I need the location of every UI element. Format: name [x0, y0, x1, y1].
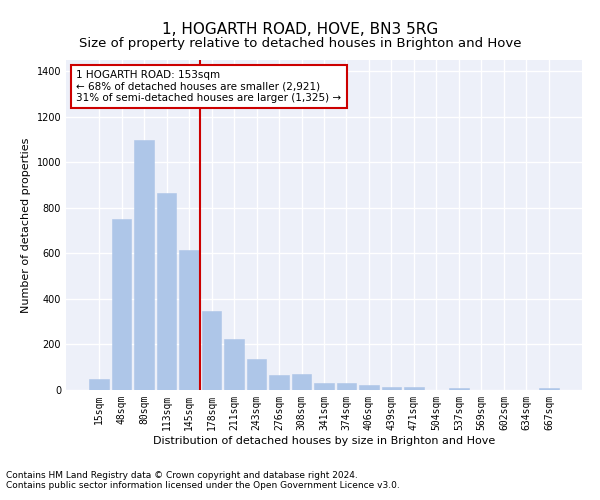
Bar — [157, 193, 176, 390]
Text: Size of property relative to detached houses in Brighton and Hove: Size of property relative to detached ho… — [79, 38, 521, 51]
Bar — [449, 388, 469, 390]
Y-axis label: Number of detached properties: Number of detached properties — [21, 138, 31, 312]
Bar — [539, 388, 559, 390]
Bar — [359, 385, 379, 390]
Text: 1, HOGARTH ROAD, HOVE, BN3 5RG: 1, HOGARTH ROAD, HOVE, BN3 5RG — [162, 22, 438, 38]
Bar — [179, 250, 199, 390]
Bar — [247, 360, 266, 390]
Text: Contains public sector information licensed under the Open Government Licence v3: Contains public sector information licen… — [6, 480, 400, 490]
Bar — [89, 378, 109, 390]
Bar — [224, 339, 244, 390]
Bar — [112, 220, 131, 390]
Bar — [269, 375, 289, 390]
Bar — [292, 374, 311, 390]
Text: 1 HOGARTH ROAD: 153sqm
← 68% of detached houses are smaller (2,921)
31% of semi-: 1 HOGARTH ROAD: 153sqm ← 68% of detached… — [76, 70, 341, 103]
Bar — [202, 312, 221, 390]
Bar — [134, 140, 154, 390]
Text: Contains HM Land Registry data © Crown copyright and database right 2024.: Contains HM Land Registry data © Crown c… — [6, 470, 358, 480]
Bar — [314, 383, 334, 390]
Bar — [404, 386, 424, 390]
X-axis label: Distribution of detached houses by size in Brighton and Hove: Distribution of detached houses by size … — [153, 436, 495, 446]
Bar — [337, 383, 356, 390]
Bar — [382, 386, 401, 390]
